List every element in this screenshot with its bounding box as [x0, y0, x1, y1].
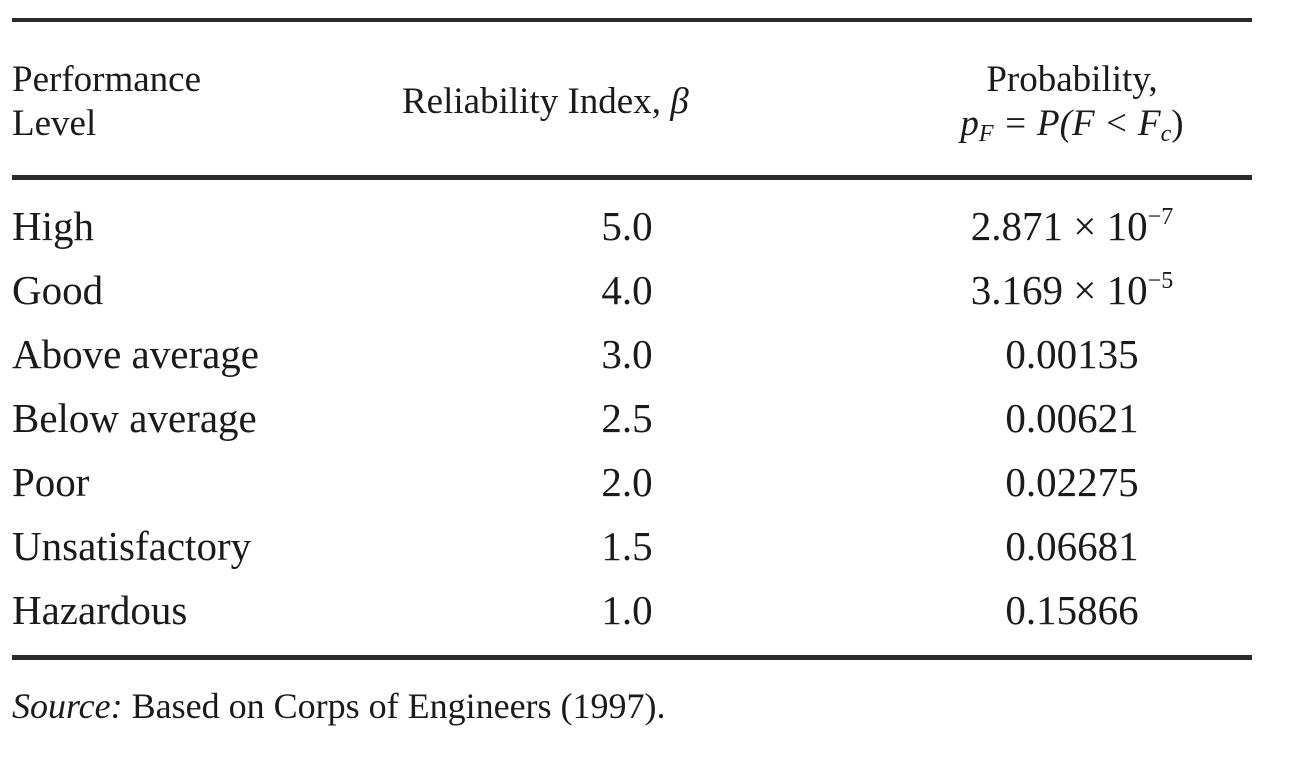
table-cell-level: Poor: [12, 459, 90, 505]
header-reliability-index: Reliability Index, β: [402, 81, 689, 122]
top-rule: [12, 18, 1252, 22]
header-rule: [12, 175, 1252, 180]
source-label: Source:: [12, 686, 123, 726]
table-cell-level: Good: [12, 267, 104, 313]
table-cell-probability: 0.02275: [1005, 459, 1139, 505]
table-cell-level: Below average: [12, 395, 257, 441]
header-performance-level: Performance Level: [12, 59, 202, 144]
source-note: Source: Based on Corps of Engineers (199…: [12, 682, 666, 730]
table-cell-beta: 2.5: [601, 395, 653, 441]
table-cell-level: High: [12, 203, 94, 249]
table-cell-probability: 0.00621: [1005, 395, 1139, 441]
table-cell-level: Unsatisfactory: [12, 523, 252, 569]
table-cell-beta: 5.0: [601, 203, 653, 249]
table-cell-beta: 1.5: [601, 523, 653, 569]
table-cell-level: Hazardous: [12, 587, 188, 633]
table-cell-probability: 0.15866: [1005, 587, 1139, 633]
table-cell-beta: 2.0: [601, 459, 653, 505]
source-text: Based on Corps of Engineers (1997).: [122, 686, 666, 726]
table-cell-probability: 0.06681: [1005, 523, 1139, 569]
reliability-table: Performance Level Reliability Index, β P…: [12, 0, 1252, 768]
probability-formula: pF = P(F < Fc): [960, 103, 1184, 147]
table-cell-beta: 1.0: [601, 587, 653, 633]
table-cell-probability: 2.871 × 10−7: [970, 203, 1174, 249]
bottom-rule: [12, 655, 1252, 660]
table-cell-level: Above average: [12, 331, 260, 377]
table-cell-probability: 0.00135: [1005, 331, 1139, 377]
header-probability: Probability, pF = P(F < Fc): [892, 58, 1252, 146]
table-cell-beta: 3.0: [601, 331, 653, 377]
beta-symbol: β: [670, 81, 689, 122]
table-cell-beta: 4.0: [601, 267, 653, 313]
table-cell-probability: 3.169 × 10−5: [970, 267, 1174, 313]
